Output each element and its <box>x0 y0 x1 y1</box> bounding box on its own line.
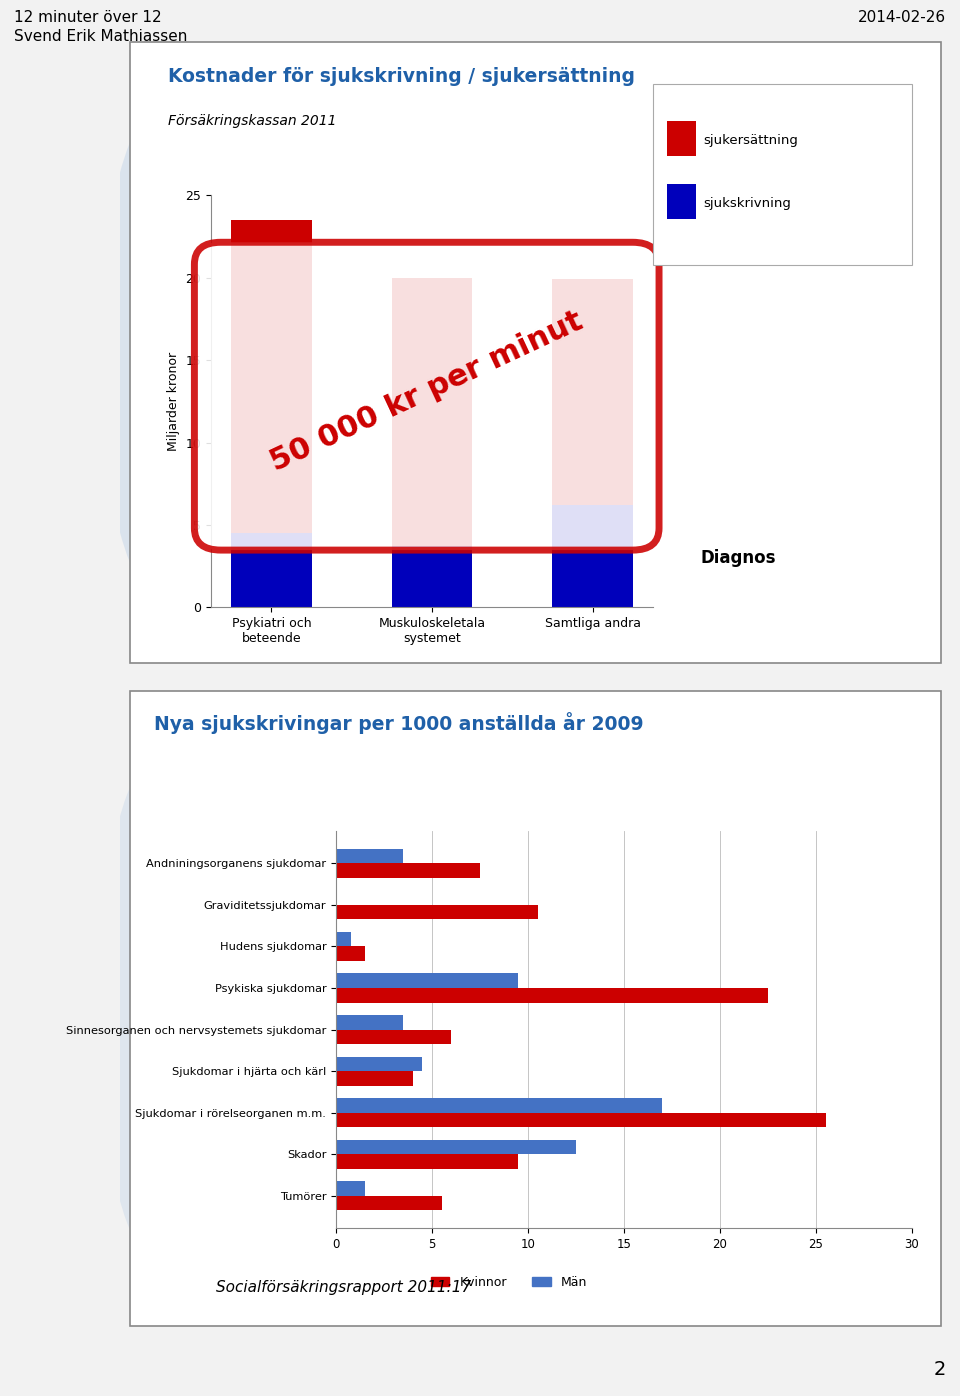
Y-axis label: Miljarder kronor: Miljarder kronor <box>167 352 180 451</box>
Bar <box>336 849 403 863</box>
Bar <box>336 1181 365 1196</box>
Text: 2014-02-26: 2014-02-26 <box>857 10 946 25</box>
Bar <box>336 933 351 946</box>
Bar <box>336 988 768 1002</box>
Text: Diagnos: Diagnos <box>701 550 777 567</box>
Ellipse shape <box>100 101 234 604</box>
Bar <box>392 546 472 607</box>
Bar <box>336 1071 413 1086</box>
Legend: Kvinnor, Män: Kvinnor, Män <box>425 1270 592 1294</box>
Bar <box>231 533 312 607</box>
FancyBboxPatch shape <box>195 243 660 550</box>
Bar <box>336 946 365 960</box>
Bar <box>336 1099 662 1113</box>
Bar <box>336 973 518 988</box>
Bar <box>336 1030 451 1044</box>
Bar <box>336 1015 403 1030</box>
Bar <box>392 278 472 546</box>
Bar <box>231 221 312 533</box>
Text: 2: 2 <box>933 1360 946 1379</box>
Bar <box>336 905 538 920</box>
Bar <box>552 279 633 505</box>
Text: Kostnader för sjukskrivning / sjukersättning: Kostnader för sjukskrivning / sjukersätt… <box>168 67 635 87</box>
Text: Svend Erik Mathiassen: Svend Erik Mathiassen <box>14 29 188 45</box>
Text: sjukskrivning: sjukskrivning <box>704 197 792 211</box>
Text: Nya sjukskrivingar per 1000 anställda år 2009: Nya sjukskrivingar per 1000 anställda år… <box>154 712 643 734</box>
Text: sjukersättning: sjukersättning <box>704 134 799 148</box>
Bar <box>336 1196 442 1210</box>
Bar <box>336 1154 518 1168</box>
Bar <box>336 863 480 878</box>
Text: 50 000 kr per minut: 50 000 kr per minut <box>266 307 588 477</box>
Text: Socialförsäkringsrapport 2011:17: Socialförsäkringsrapport 2011:17 <box>216 1280 471 1295</box>
Ellipse shape <box>98 751 228 1266</box>
Bar <box>336 1057 422 1071</box>
Bar <box>336 1113 826 1127</box>
Text: 12 minuter över 12: 12 minuter över 12 <box>14 10 162 25</box>
Bar <box>552 505 633 607</box>
Text: Försäkringskassan 2011: Försäkringskassan 2011 <box>168 114 337 128</box>
Bar <box>336 1139 576 1154</box>
